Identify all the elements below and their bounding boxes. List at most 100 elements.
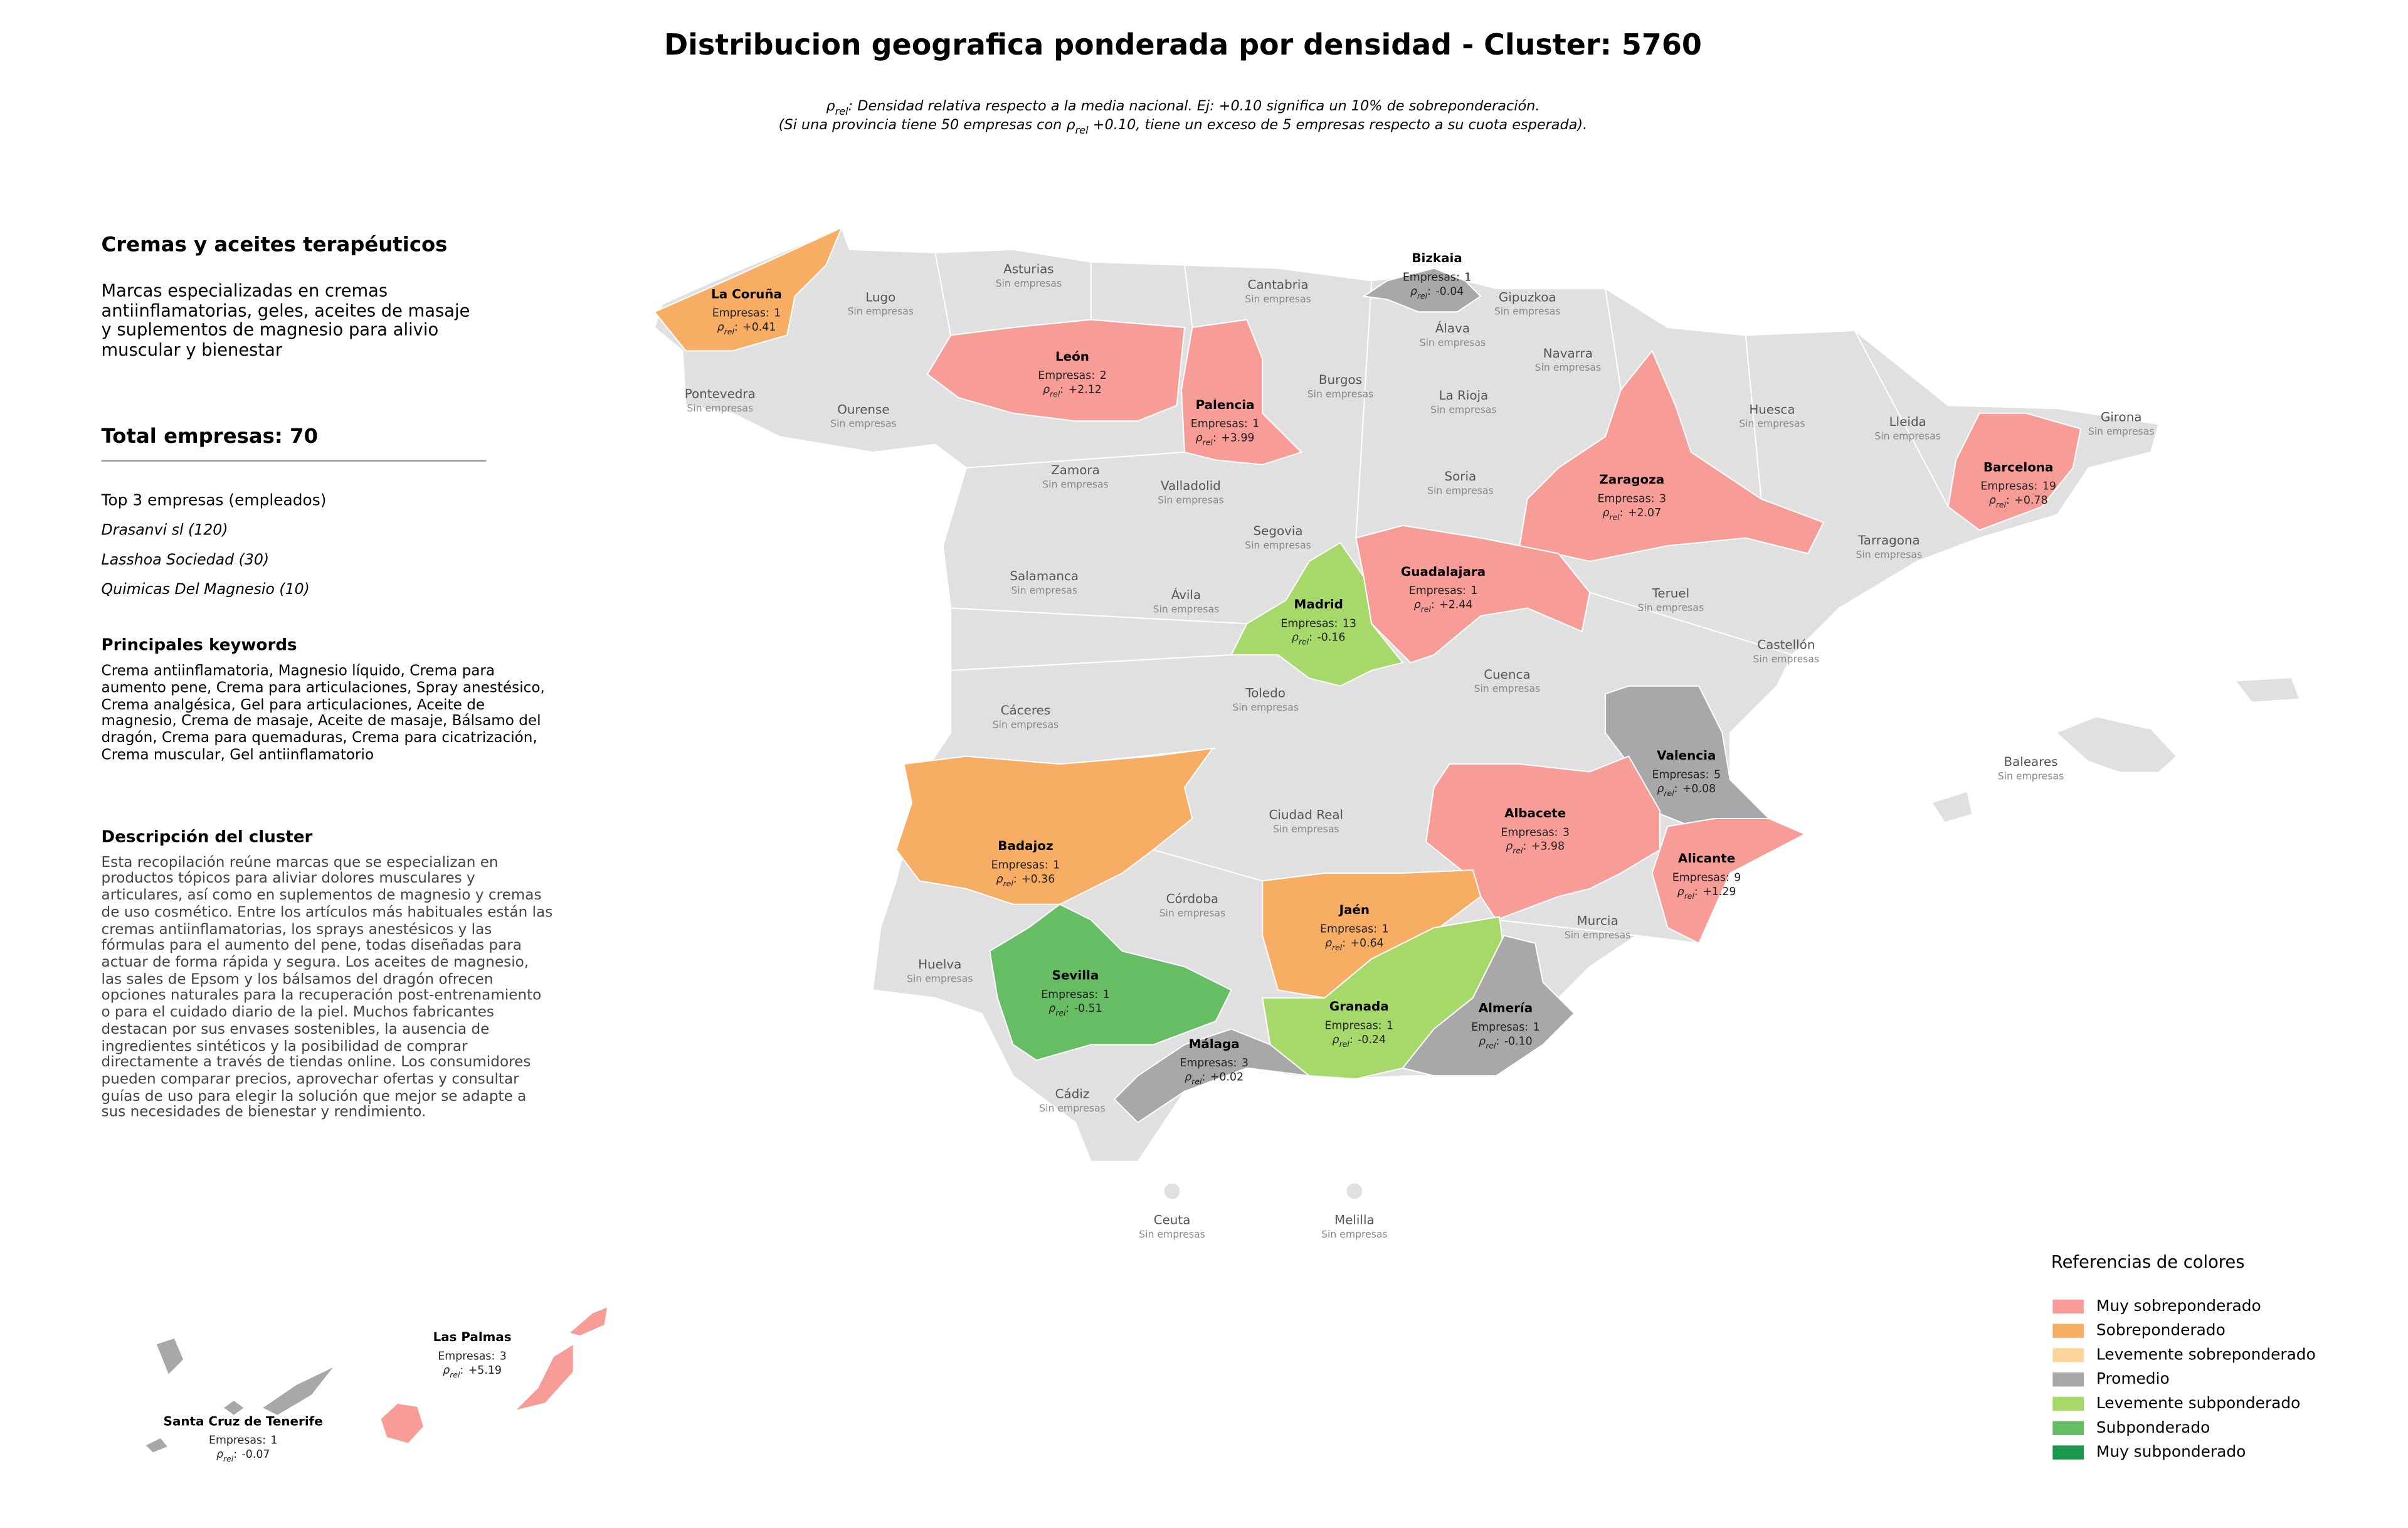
- no-companies: Sin empresas: [1321, 1228, 1388, 1240]
- subtitle-part: rel: [1075, 124, 1089, 136]
- rho-symbol: ρ: [1414, 598, 1421, 611]
- rho-symbol: ρ: [1410, 285, 1417, 298]
- description-heading: Descripción del cluster: [101, 827, 313, 847]
- province-shape: [568, 1305, 609, 1337]
- rho-symbol: ρ: [1043, 383, 1050, 396]
- province-name: Álava: [1435, 321, 1470, 336]
- companies-text: Empresas:: [1041, 989, 1098, 1001]
- rho-suffix: :: [1213, 432, 1217, 445]
- rho-label: ρrel: -0.04: [1410, 285, 1464, 300]
- no-companies: Sin empresas: [1159, 907, 1226, 919]
- legend-swatch: [2052, 1348, 2084, 1362]
- rho-symbol: ρ: [1506, 841, 1513, 853]
- companies-label: Empresas: 9: [1672, 871, 1741, 884]
- rho-sub: rel: [1421, 604, 1432, 613]
- rho-value: +0.64: [1350, 937, 1383, 950]
- rho-label: ρrel: +1.29: [1677, 886, 1736, 901]
- province-border: [1183, 265, 1193, 328]
- no-companies: Sin empresas: [1232, 701, 1299, 713]
- rho-symbol: ρ: [216, 1448, 223, 1461]
- rho-value: +2.12: [1069, 383, 1102, 396]
- province-name: Ávila: [1171, 588, 1201, 602]
- no-companies: Sin empresas: [1565, 929, 1631, 941]
- legend-swatch: [2052, 1324, 2084, 1338]
- rho-suffix: :: [1427, 285, 1431, 298]
- island: [2236, 678, 2300, 702]
- rho-symbol: ρ: [717, 321, 724, 334]
- rho-value: +0.78: [2014, 494, 2047, 507]
- companies-text: Empresas:: [1325, 1020, 1382, 1032]
- rho-label: ρrel: +3.99: [1196, 432, 1255, 447]
- companies-count: 1: [1103, 989, 1110, 1001]
- rho-suffix: :: [460, 1364, 463, 1377]
- rho-label: ρrel: -0.07: [216, 1448, 270, 1463]
- province-name: Tarragona: [1857, 533, 1920, 548]
- companies-label: Empresas: 1: [991, 859, 1060, 872]
- companies-count: 13: [1343, 617, 1356, 630]
- companies-label: Empresas: 3: [1180, 1057, 1249, 1069]
- rho-value: +5.19: [468, 1364, 502, 1377]
- province-name: Huesca: [1749, 402, 1795, 416]
- legend: Referencias de colores Muy sobreponderado…: [2051, 1253, 2316, 1461]
- no-companies: Sin empresas: [1153, 603, 1220, 615]
- companies-count: 1: [1471, 585, 1477, 597]
- province-shape: [1425, 755, 1661, 921]
- rho-suffix: :: [1431, 598, 1435, 611]
- keywords-heading: Principales keywords: [101, 636, 297, 655]
- province-border: [1589, 592, 1793, 655]
- no-companies: Sin empresas: [1158, 494, 1224, 506]
- enclave: [1164, 1183, 1180, 1199]
- province-shape: [653, 226, 843, 352]
- legend-swatch: [2052, 1372, 2084, 1387]
- rho-sub: rel: [1203, 438, 1213, 447]
- legend-label: Sobreponderado: [2096, 1321, 2226, 1339]
- province-name: Cádiz: [1055, 1086, 1090, 1101]
- province-name: Valencia: [1657, 748, 1716, 763]
- province-border: [1854, 330, 1949, 507]
- province-name: La Rioja: [1439, 388, 1488, 403]
- rho-symbol: ρ: [1989, 494, 1996, 507]
- rho-suffix: :: [1496, 1035, 1499, 1048]
- companies-label: Empresas: 1: [1409, 585, 1478, 597]
- province-border: [1745, 335, 1762, 499]
- no-companies: Sin empresas: [1998, 770, 2064, 782]
- rho-sub: rel: [1055, 1008, 1066, 1017]
- rho-label: ρrel: -0.51: [1048, 1002, 1102, 1017]
- rho-label: ρrel: +5.19: [443, 1364, 502, 1379]
- rho-sub: rel: [1003, 879, 1014, 888]
- companies-label: Empresas: 1: [1041, 989, 1110, 1001]
- rho-sub: rel: [1996, 500, 2007, 509]
- rho-suffix: :: [1674, 783, 1678, 795]
- rho-value: -0.10: [1504, 1035, 1533, 1048]
- province-shape: [1355, 524, 1591, 664]
- companies-count: 9: [1734, 871, 1741, 884]
- rho-value: +0.41: [742, 321, 776, 334]
- province-name: Badajoz: [998, 839, 1053, 853]
- no-companies: Sin empresas: [1430, 403, 1497, 415]
- rho-label: ρrel: +0.78: [1989, 494, 2048, 509]
- province-name: Navarra: [1543, 346, 1593, 361]
- rho-sub: rel: [1486, 1041, 1496, 1050]
- subtitle-part: +0.10, tiene un exceso de 5 empresas res…: [1089, 116, 1588, 132]
- companies-count: 3: [1242, 1057, 1249, 1069]
- rho-sub: rel: [223, 1454, 234, 1463]
- province-border: [951, 607, 1247, 625]
- province-shape: [1519, 349, 1825, 562]
- companies-label: Empresas: 19: [1980, 480, 2056, 493]
- province-name: Burgos: [1319, 373, 1362, 387]
- rho-suffix: :: [1060, 383, 1064, 396]
- province-name: Barcelona: [1983, 460, 2054, 474]
- rho-value: +0.36: [1022, 873, 1055, 886]
- rho-sub: rel: [1609, 512, 1620, 522]
- no-companies: Sin empresas: [1011, 585, 1077, 597]
- map-shapes: [144, 226, 2300, 1454]
- companies-count: 3: [1659, 492, 1666, 505]
- rho-value: -0.24: [1358, 1034, 1386, 1046]
- rho-sub: rel: [450, 1370, 460, 1379]
- rho-label: ρrel: +3.98: [1506, 841, 1565, 856]
- province-shape: [512, 1342, 574, 1413]
- companies-text: Empresas:: [1281, 617, 1338, 630]
- rho-value: +0.02: [1210, 1071, 1244, 1084]
- subtitle-part: ρ: [1066, 116, 1075, 132]
